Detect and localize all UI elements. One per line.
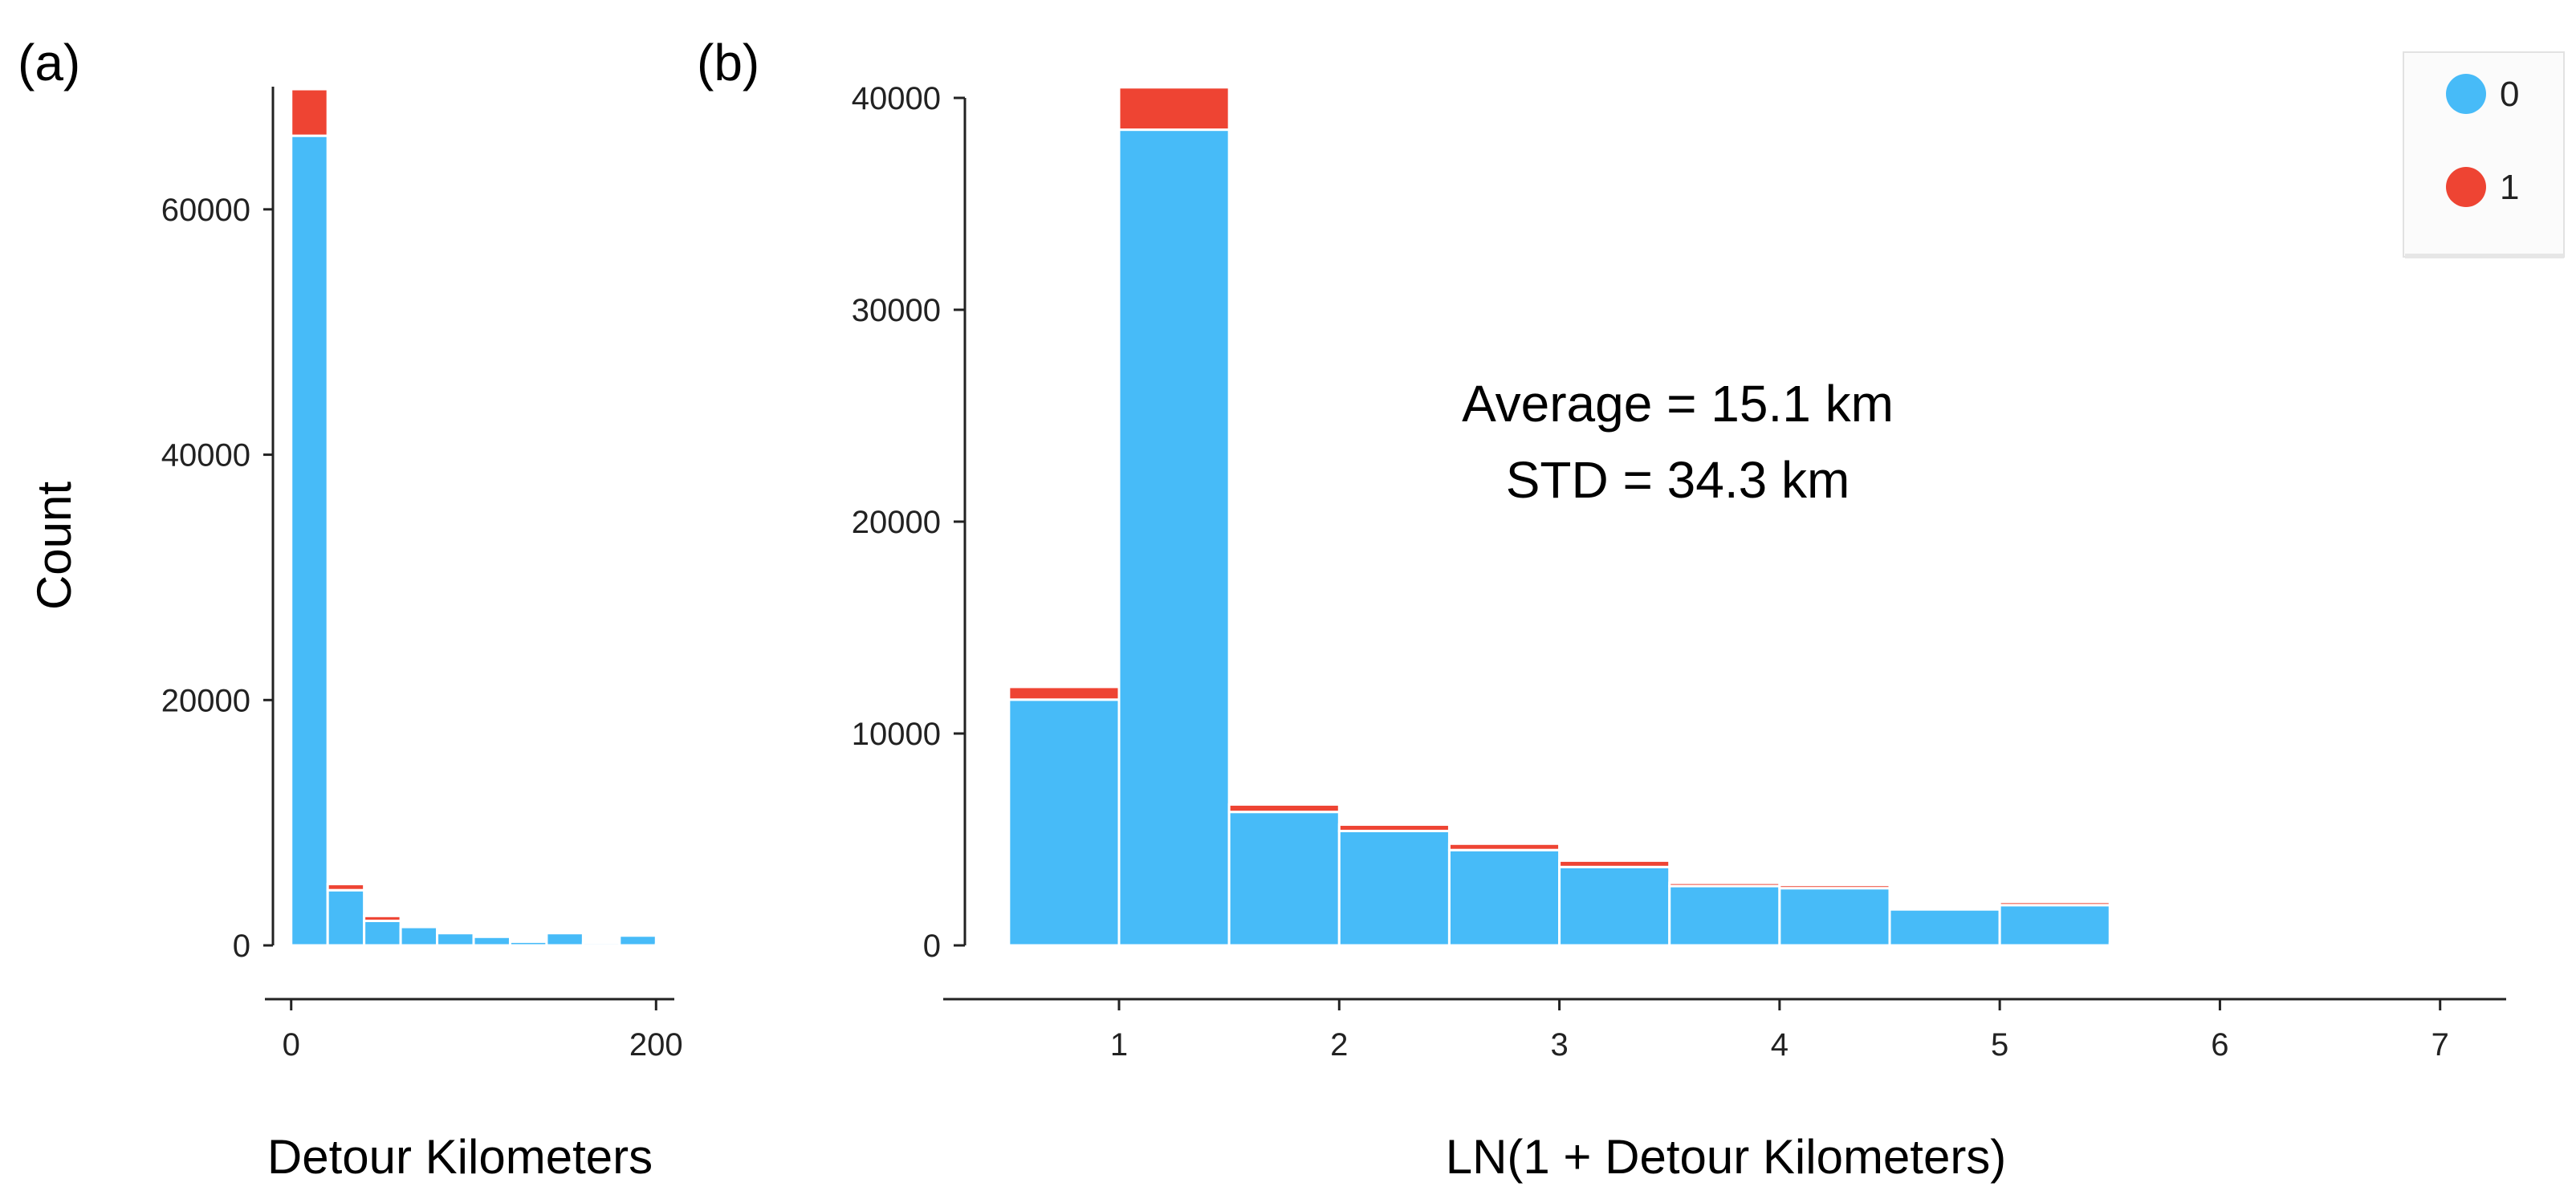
bar-series-1	[363, 914, 402, 922]
panel-label-a: (a)	[18, 34, 80, 91]
bar-series-0	[1447, 848, 1561, 947]
bar-series-1	[1998, 900, 2111, 907]
bar-series-0	[581, 941, 621, 947]
x-tick-label: 6	[2211, 1027, 2228, 1063]
x-ticks-b: 1 2 3 4 5 6 7	[1110, 999, 2449, 1063]
bar-series-0	[654, 942, 694, 947]
annotation-std: STD = 34.3 km	[1506, 451, 1850, 509]
bar-series-0	[1117, 128, 1231, 947]
x-tick-label: 0	[283, 1027, 300, 1063]
legend: 0 1	[2403, 51, 2565, 258]
bar-series-1	[1337, 823, 1451, 832]
bars-a	[290, 87, 694, 947]
bar-series-0	[399, 925, 439, 947]
panel-a-detour-km: (a) 0 20000 40000 60000 0 200 Count Detour K…	[18, 34, 694, 1184]
bar-series-0	[1227, 811, 1341, 947]
bars-b	[1007, 86, 2442, 947]
bar-series-0	[545, 932, 584, 947]
legend-marker-1	[2446, 167, 2486, 207]
bar-series-1	[1778, 884, 1891, 890]
y-tick-label: 60000	[161, 193, 250, 228]
y-tick-label: 10000	[852, 717, 941, 752]
bar-series-0	[472, 935, 511, 947]
x-tick-label: 4	[1771, 1027, 1789, 1063]
bar-series-1	[1117, 86, 1231, 132]
bar-series-0	[618, 934, 657, 947]
legend-label-0: 0	[2500, 75, 2519, 114]
y-tick-label: 0	[923, 929, 941, 964]
bar-series-1	[1447, 842, 1561, 851]
bar-series-0	[1888, 908, 2001, 947]
x-ticks-a: 0 200	[283, 999, 683, 1063]
bar-series-1	[1227, 803, 1341, 814]
y-tick-label: 30000	[852, 293, 941, 328]
bar-series-0	[326, 888, 366, 947]
x-tick-label: 1	[1110, 1027, 1128, 1063]
x-axis-title-a: Detour Kilometers	[267, 1130, 653, 1184]
y-tick-label: 20000	[161, 683, 250, 718]
y-axis-title-a: Count	[27, 482, 81, 610]
legend-shadow	[2405, 254, 2564, 258]
bar-series-0	[2108, 941, 2221, 947]
bar-series-1	[1888, 905, 2001, 911]
bar-series-1	[1668, 881, 1781, 888]
bar-series-0	[1998, 904, 2111, 947]
legend-box	[2403, 51, 2565, 258]
x-tick-label: 2	[1330, 1027, 1348, 1063]
x-tick-label: 7	[2432, 1027, 2449, 1063]
bar-series-0	[508, 940, 548, 947]
x-tick-label: 5	[1991, 1027, 2008, 1063]
y-tick-label: 20000	[852, 505, 941, 540]
bar-series-0	[363, 919, 402, 947]
bar-series-0	[1778, 887, 1891, 947]
bar-series-0	[436, 932, 475, 947]
x-tick-label: 200	[629, 1027, 683, 1063]
bar-series-0	[1007, 698, 1121, 947]
panel-label-b: (b)	[697, 34, 759, 91]
y-tick-label: 40000	[852, 81, 941, 116]
bar-series-1	[326, 883, 366, 892]
x-tick-label: 3	[1550, 1027, 1568, 1063]
y-ticks-a: 0 20000 40000 60000	[161, 193, 273, 964]
annotation-average: Average = 15.1 km	[1462, 375, 1894, 433]
bar-series-0	[1558, 865, 1671, 947]
y-tick-label: 40000	[161, 438, 250, 473]
x-axis-title-b: LN(1 + Detour Kilometers)	[1446, 1130, 2007, 1184]
panel-b-ln-detour-km: (b) 0 10000 20000 30000 40000 1 2 3 4 5 6 7 Averag…	[697, 34, 2565, 1184]
bar-series-1	[1558, 859, 1671, 868]
bar-series-0	[290, 134, 329, 947]
legend-marker-0	[2446, 74, 2486, 114]
bar-series-1	[290, 87, 329, 137]
y-ticks-b: 0 10000 20000 30000 40000	[852, 81, 965, 964]
bar-series-0	[1337, 829, 1451, 947]
legend-label-1: 1	[2500, 168, 2519, 207]
bar-series-0	[1668, 884, 1781, 947]
y-tick-label: 0	[233, 929, 250, 964]
bar-series-1	[1007, 685, 1121, 701]
